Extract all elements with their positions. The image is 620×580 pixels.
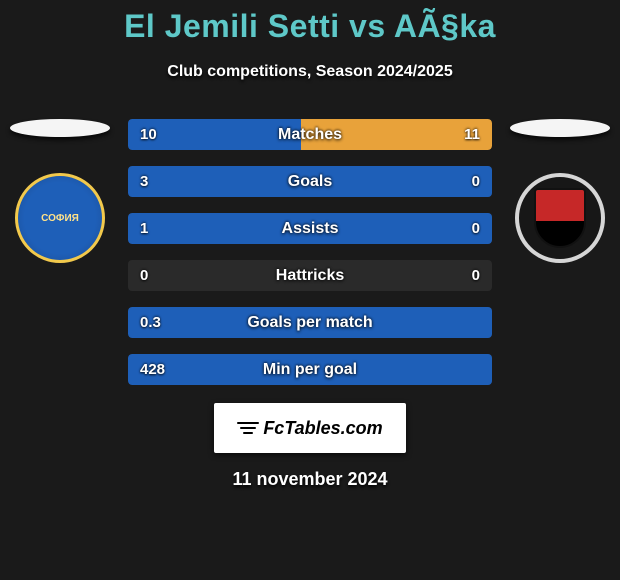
left-club-crest: СОФИЯ xyxy=(15,173,105,263)
comparison-area: СОФИЯ 1011Matches30Goals10Assists00Hattr… xyxy=(0,119,620,385)
stat-left-value: 1 xyxy=(140,220,148,237)
stat-right-value: 0 xyxy=(472,220,480,237)
stats-bars: 1011Matches30Goals10Assists00Hattricks0.… xyxy=(128,119,492,385)
stat-label: Assists xyxy=(282,220,339,238)
stat-left-value: 3 xyxy=(140,173,148,190)
stat-row: 0.3 Goals per match xyxy=(128,307,492,338)
stat-right-value: 0 xyxy=(472,173,480,190)
stat-left-value: 10 xyxy=(140,126,157,143)
right-player-column xyxy=(500,119,620,263)
stat-row: 428 Min per goal xyxy=(128,354,492,385)
stat-left-value: 0.3 xyxy=(140,314,161,331)
brand-box: FcTables.com xyxy=(214,403,406,453)
right-crest-shield xyxy=(534,188,586,248)
subtitle: Club competitions, Season 2024/2025 xyxy=(0,63,620,81)
stat-label: Matches xyxy=(278,126,342,144)
left-player-column: СОФИЯ xyxy=(0,119,120,263)
stat-right-value: 0 xyxy=(472,267,480,284)
stat-left-value: 0 xyxy=(140,267,148,284)
stat-row: 10 11 Matches xyxy=(128,119,492,150)
stat-label: Min per goal xyxy=(263,361,357,379)
brand-text: FcTables.com xyxy=(263,418,382,439)
stat-row: 1 0 Assists xyxy=(128,213,492,244)
date-text: 11 november 2024 xyxy=(0,469,620,490)
page-title: El Jemili Setti vs AÃ§ka xyxy=(0,0,620,45)
stat-row: 3 0 Goals xyxy=(128,166,492,197)
brand-logo: FcTables.com xyxy=(237,418,382,439)
brand-lines-icon xyxy=(237,419,259,437)
left-crest-text: СОФИЯ xyxy=(41,213,79,224)
right-club-crest xyxy=(515,173,605,263)
stat-left-value: 428 xyxy=(140,361,165,378)
stat-label: Hattricks xyxy=(276,267,344,285)
stat-row: 0 0 Hattricks xyxy=(128,260,492,291)
left-player-ellipse xyxy=(10,119,110,137)
stat-label: Goals xyxy=(288,173,332,191)
stat-label: Goals per match xyxy=(247,314,372,332)
right-player-ellipse xyxy=(510,119,610,137)
stat-right-value: 11 xyxy=(464,126,480,143)
